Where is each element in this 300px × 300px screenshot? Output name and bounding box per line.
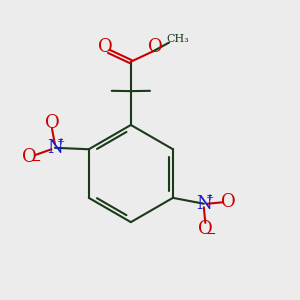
- Text: O: O: [148, 38, 163, 56]
- Text: −: −: [206, 228, 216, 241]
- Text: −: −: [30, 155, 41, 168]
- Text: N: N: [47, 139, 63, 157]
- Text: +: +: [206, 193, 214, 202]
- Text: O: O: [98, 38, 112, 56]
- Text: O: O: [22, 148, 37, 166]
- Text: N: N: [196, 195, 212, 213]
- Text: O: O: [45, 114, 59, 132]
- Text: O: O: [221, 193, 236, 211]
- Text: O: O: [198, 220, 213, 238]
- Text: +: +: [57, 137, 65, 146]
- Text: CH₃: CH₃: [167, 34, 189, 44]
